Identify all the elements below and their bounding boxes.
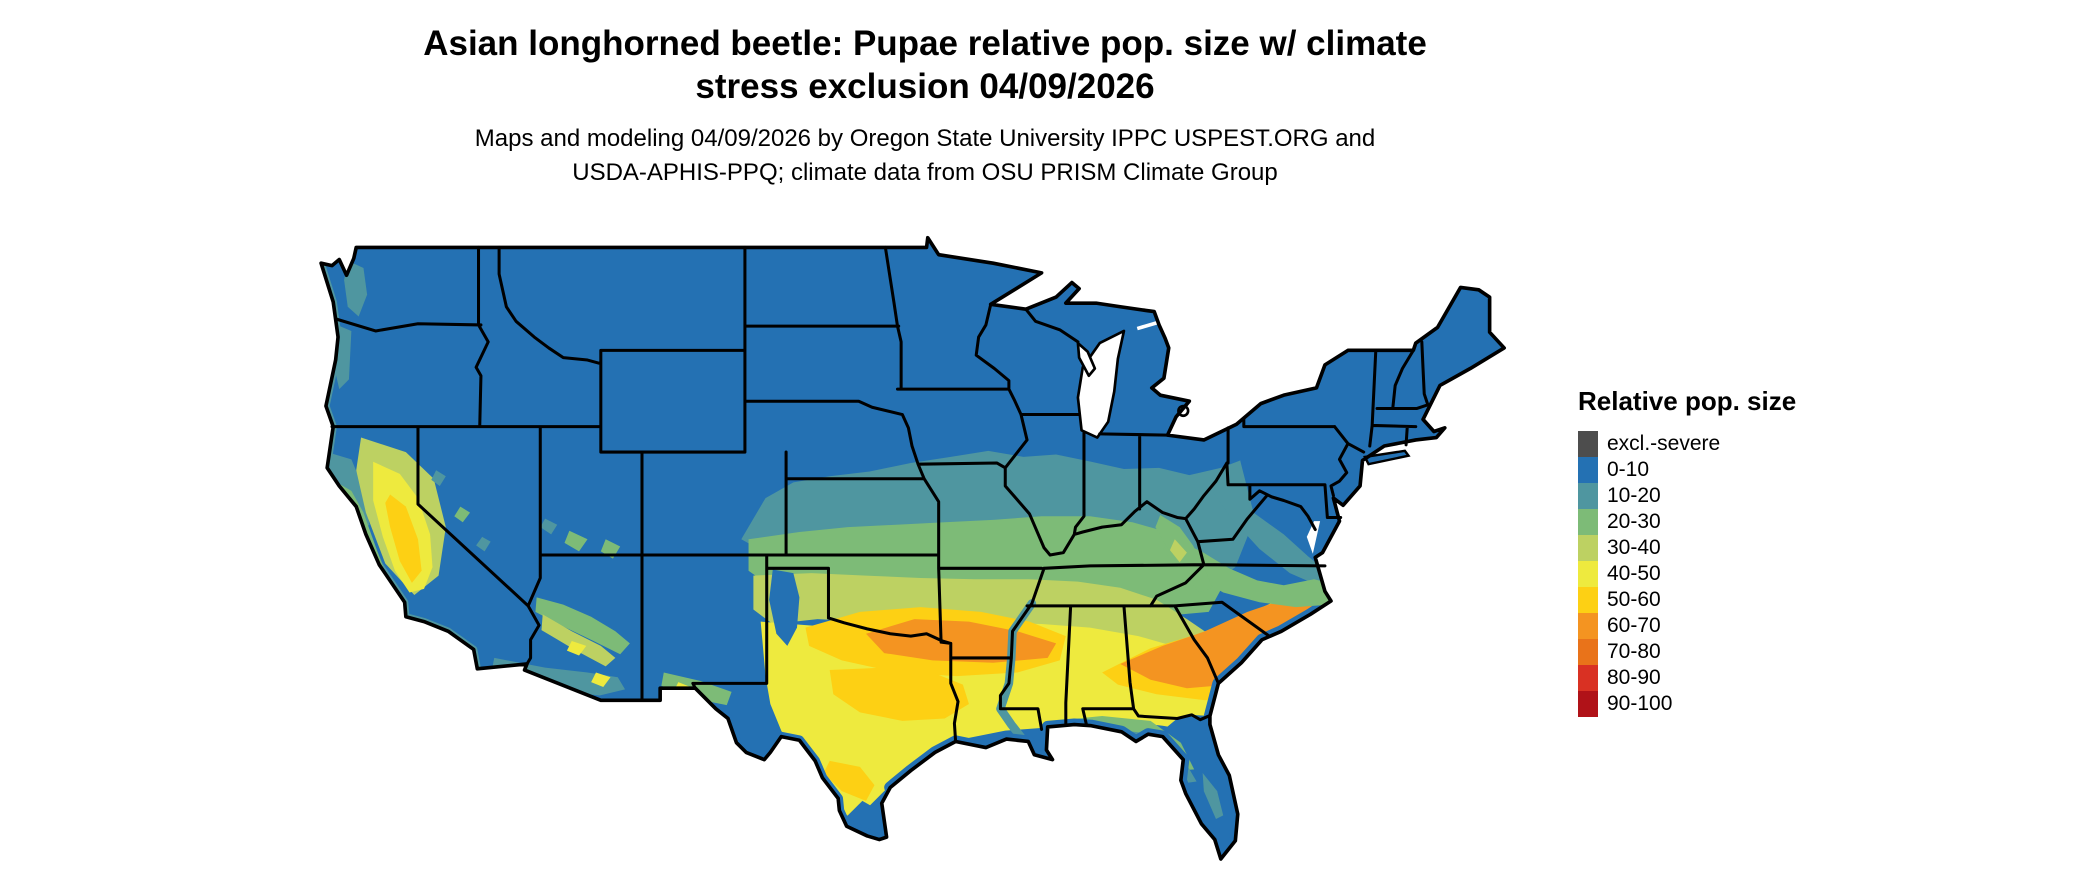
- legend-label: 40-50: [1607, 562, 1661, 585]
- page-title-line1: Asian longhorned beetle: Pupae relative …: [423, 24, 1427, 63]
- legend-swatch: [1578, 457, 1598, 483]
- raster-yellow-coast-speck2: [368, 567, 382, 585]
- raster-green-mogollon: [535, 597, 630, 655]
- legend-swatch: [1578, 587, 1598, 613]
- legend-label: 70-80: [1607, 640, 1661, 663]
- legend-label: 30-40: [1607, 536, 1661, 559]
- raster-teal-nv-speck1: [431, 470, 446, 486]
- raster-yg-mogollon-fringe: [541, 614, 616, 667]
- raster-gold-southtexas: [823, 760, 875, 801]
- legend-title: Relative pop. size: [1578, 386, 1797, 416]
- raster-teal-ut-speck3: [540, 518, 558, 535]
- legend-row: 90-100: [1578, 691, 1818, 717]
- title-block: Asian longhorned beetle: Pupae relative …: [0, 22, 1850, 108]
- raster-yellow-tucson-speck: [591, 672, 611, 687]
- great-lakes: [1076, 320, 1321, 554]
- raster-blue-southtexas-tip: [845, 800, 887, 838]
- raster-orange-nc-coast: [1332, 570, 1362, 595]
- page-title-line2: stress exclusion 04/09/2026: [695, 67, 1155, 106]
- legend-swatch: [1578, 561, 1598, 587]
- legend-row: 80-90: [1578, 665, 1818, 691]
- raster-gold-cavalley-core: [385, 494, 422, 583]
- legend-label: 60-70: [1607, 614, 1661, 637]
- legend-row: 70-80: [1578, 639, 1818, 665]
- legend-row: 60-70: [1578, 613, 1818, 639]
- legend-row: excl.-severe: [1578, 431, 1818, 457]
- legend-row: 30-40: [1578, 535, 1818, 561]
- subtitle-line1: Maps and modeling 04/09/2026 by Oregon S…: [474, 125, 1376, 152]
- raster-green-nv-speck2: [454, 506, 471, 523]
- legend-label: 0-10: [1607, 458, 1650, 481]
- legend-label: 20-30: [1607, 510, 1661, 533]
- mackinac-strait: [1136, 320, 1159, 331]
- subtitle-line2: USDA-APHIS-PPQ; climate data from OSU PR…: [572, 159, 1278, 186]
- raster-yellowgreen-band: [753, 573, 1226, 680]
- raster-teal-puget: [344, 260, 368, 317]
- us-outline: [319, 235, 1506, 861]
- legend-label: 10-20: [1607, 484, 1661, 507]
- long-island: [1363, 449, 1411, 466]
- legend-swatch: [1578, 509, 1598, 535]
- legend-rows: excl.-severe 0-10 10-20 20-30 30-40 40-50 50-6…: [1578, 431, 1818, 717]
- legend-swatch: [1578, 483, 1598, 509]
- legend-label: 80-90: [1607, 666, 1661, 689]
- legend-swatch: [1578, 613, 1598, 639]
- state-borders: [330, 245, 1430, 743]
- legend-row: 40-50: [1578, 561, 1818, 587]
- legend-label: 90-100: [1607, 692, 1673, 715]
- raster-yg-appalachian-speck: [1169, 539, 1187, 563]
- legend-swatch: [1578, 639, 1598, 665]
- raster-teal-nv-speck3: [476, 536, 491, 552]
- chesapeake-bay: [1306, 521, 1321, 554]
- raster-orange-southeast: [1120, 597, 1333, 689]
- legend: Relative pop. size excl.-severe 0-10 10-20…: [1578, 386, 1818, 717]
- legend-label: 50-60: [1607, 588, 1661, 611]
- raster-blue-panhandle-tongue: [769, 569, 800, 646]
- raster-teal-eastcoast: [1212, 460, 1327, 586]
- page-title: Asian longhorned beetle: Pupae relative …: [0, 22, 1850, 108]
- raster-yellow-phoenix-speck: [566, 640, 587, 656]
- green-bay: [1076, 341, 1097, 378]
- legend-row: 0-10: [1578, 457, 1818, 483]
- us-map: [319, 235, 1506, 861]
- raster-yellow-socal-speck: [430, 633, 451, 654]
- legend-swatch: [1578, 691, 1598, 717]
- map-container: [315, 222, 1526, 888]
- legend-swatch: [1578, 431, 1598, 457]
- legend-row: 50-60: [1578, 587, 1818, 613]
- lake-michigan: [1076, 329, 1126, 439]
- legend-row: 20-30: [1578, 509, 1818, 535]
- raster-teal-florida-ridge: [1202, 772, 1224, 819]
- raster-gold-centraltexas: [829, 667, 969, 721]
- subtitle-block: Maps and modeling 04/09/2026 by Oregon S…: [0, 122, 1850, 190]
- legend-label: excl.-severe: [1607, 432, 1721, 455]
- legend-row: 10-20: [1578, 483, 1818, 509]
- raster-green-virginia-piedmont: [1162, 536, 1339, 608]
- legend-swatch: [1578, 665, 1598, 691]
- raster-green-ut-speck1: [564, 530, 588, 552]
- legend-swatch: [1578, 535, 1598, 561]
